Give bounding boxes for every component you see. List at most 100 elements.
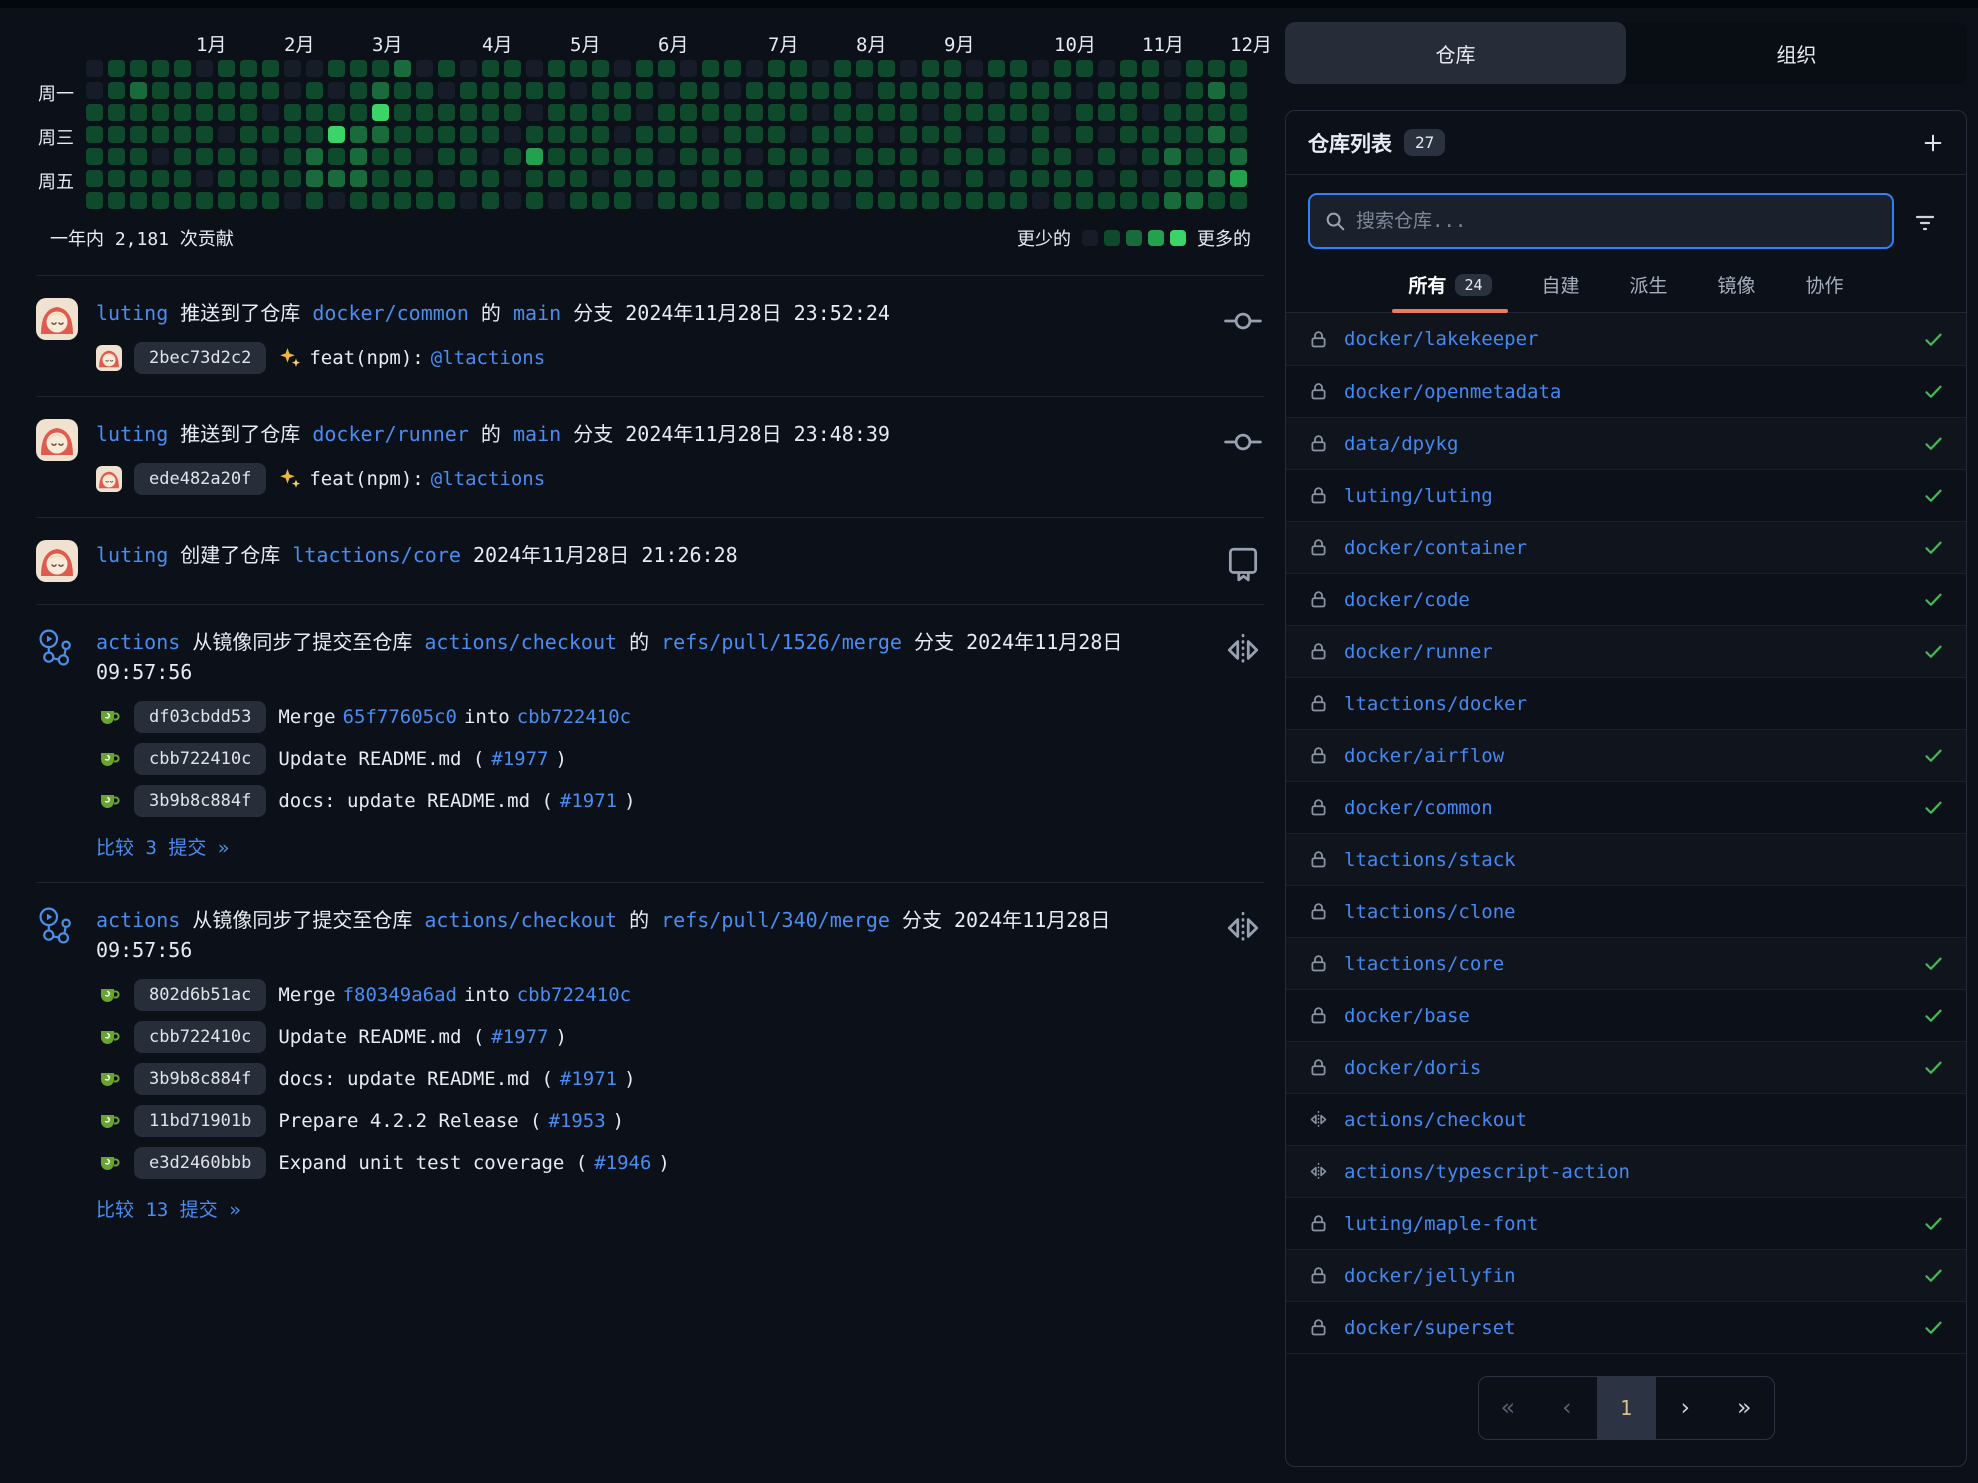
filter-tab[interactable]: 自建 <box>1542 271 1580 312</box>
repo-row[interactable]: ltactions/docker <box>1286 677 1966 729</box>
add-repo-button[interactable] <box>1922 132 1944 154</box>
header-link[interactable]: luting <box>96 543 169 567</box>
header-link[interactable]: main <box>512 422 562 446</box>
repo-link[interactable]: docker/openmetadata <box>1344 380 1562 403</box>
repo-link[interactable]: docker/code <box>1344 588 1470 611</box>
commit-msg-link[interactable]: #1953 <box>548 1110 606 1132</box>
commit-hash[interactable]: 3b9b8c884f <box>134 785 267 817</box>
commit-hash[interactable]: 3b9b8c884f <box>134 1063 267 1095</box>
repo-row[interactable]: docker/container <box>1286 521 1966 573</box>
repo-row[interactable]: docker/airflow <box>1286 729 1966 781</box>
repo-link[interactable]: ltactions/docker <box>1344 692 1528 715</box>
commit-hash[interactable]: cbb722410c <box>134 743 267 775</box>
header-link[interactable]: actions/checkout <box>424 908 618 932</box>
commit-msg-link[interactable]: #1977 <box>491 748 549 770</box>
commit-msg-link[interactable]: cbb722410c <box>516 706 632 728</box>
repo-link[interactable]: docker/base <box>1344 1004 1470 1027</box>
commit-msg-link[interactable]: @ltactions <box>430 468 546 490</box>
repo-link[interactable]: docker/jellyfin <box>1344 1264 1516 1287</box>
repo-link[interactable]: actions/typescript-action <box>1344 1160 1630 1183</box>
commit-msg-link[interactable]: #1971 <box>559 790 618 812</box>
repo-link[interactable]: docker/runner <box>1344 640 1493 663</box>
header-link[interactable]: luting <box>96 301 169 325</box>
heatmap-cell <box>592 192 609 209</box>
repo-link[interactable]: luting/luting <box>1344 484 1493 507</box>
repo-row[interactable]: docker/lakekeeper <box>1286 313 1966 365</box>
repo-link[interactable]: docker/common <box>1344 796 1493 819</box>
compare-commits-link[interactable]: 比较 13 提交 » <box>96 1199 241 1221</box>
repo-filter-button[interactable] <box>1902 209 1948 233</box>
filter-tab-label: 派生 <box>1629 275 1668 297</box>
repo-row[interactable]: ltactions/stack <box>1286 833 1966 885</box>
filter-tab[interactable]: 派生 <box>1630 271 1668 312</box>
last-page-button[interactable]: » <box>1737 1395 1751 1421</box>
header-link[interactable]: docker/runner <box>312 422 469 446</box>
repo-link[interactable]: ltactions/stack <box>1344 848 1516 871</box>
repo-link[interactable]: docker/superset <box>1344 1316 1516 1339</box>
repo-row[interactable]: docker/openmetadata <box>1286 365 1966 417</box>
repo-row[interactable]: docker/base <box>1286 989 1966 1041</box>
sidebar-tab-orgs[interactable]: 组织 <box>1776 42 1817 67</box>
repo-row[interactable]: docker/doris <box>1286 1041 1966 1093</box>
heatmap-cell <box>1010 126 1027 143</box>
filter-tab[interactable]: 所有 24 <box>1392 271 1508 313</box>
repo-row[interactable]: docker/code <box>1286 573 1966 625</box>
header-link[interactable]: actions/checkout <box>424 630 618 654</box>
heatmap-cell <box>152 104 169 121</box>
current-page[interactable]: 1 <box>1596 1377 1656 1439</box>
repo-row[interactable]: actions/typescript-action <box>1286 1145 1966 1197</box>
commit-msg-link[interactable]: #1971 <box>559 1068 618 1090</box>
commit-msg-link[interactable]: #1946 <box>594 1152 652 1174</box>
commit-msg-link[interactable]: cbb722410c <box>516 984 632 1006</box>
commit-hash[interactable]: 802d6b51ac <box>134 979 267 1011</box>
header-link[interactable]: refs/pull/1526/merge <box>661 630 902 654</box>
repo-row[interactable]: docker/runner <box>1286 625 1966 677</box>
repo-row[interactable]: data/dpykg <box>1286 417 1966 469</box>
repo-link[interactable]: luting/maple-font <box>1344 1212 1539 1235</box>
header-link[interactable]: actions <box>96 630 181 654</box>
filter-tab[interactable]: 镜像 <box>1718 271 1756 312</box>
repo-link[interactable]: data/dpykg <box>1344 432 1459 455</box>
commit-msg-link[interactable]: f80349a6ad <box>342 984 457 1006</box>
repo-row[interactable]: docker/jellyfin <box>1286 1249 1966 1301</box>
next-page-button[interactable]: › <box>1678 1395 1692 1421</box>
repo-row[interactable]: luting/luting <box>1286 469 1966 521</box>
commit-msg-link[interactable]: 65f77605c0 <box>342 706 457 728</box>
repo-link[interactable]: docker/container <box>1344 536 1528 559</box>
repo-link[interactable]: docker/doris <box>1344 1056 1482 1079</box>
repo-search-box <box>1308 193 1894 249</box>
header-link[interactable]: ltactions/core <box>292 543 461 567</box>
repo-row[interactable]: docker/superset <box>1286 1301 1966 1353</box>
header-link[interactable]: docker/common <box>312 301 469 325</box>
header-link[interactable]: main <box>512 301 562 325</box>
repo-row[interactable]: ltactions/clone <box>1286 885 1966 937</box>
repo-search-input[interactable] <box>1356 210 1878 232</box>
repo-link[interactable]: ltactions/core <box>1344 952 1505 975</box>
header-link[interactable]: luting <box>96 422 169 446</box>
repo-link[interactable]: ltactions/clone <box>1344 900 1516 923</box>
repo-link[interactable]: docker/lakekeeper <box>1344 328 1539 350</box>
repo-link[interactable]: actions/checkout <box>1344 1108 1528 1131</box>
prev-page-button[interactable]: ‹ <box>1560 1395 1574 1421</box>
heatmap-cell <box>240 148 257 165</box>
first-page-button[interactable]: « <box>1501 1395 1515 1421</box>
filter-tab[interactable]: 协作 <box>1806 271 1844 312</box>
commit-hash[interactable]: 2bec73d2c2 <box>134 342 267 374</box>
header-link[interactable]: actions <box>96 908 181 932</box>
heatmap-cell <box>460 170 477 187</box>
commit-msg-link[interactable]: #1977 <box>491 1026 549 1048</box>
commit-hash[interactable]: ede482a20f <box>134 463 267 495</box>
commit-hash[interactable]: df03cbdd53 <box>134 701 267 733</box>
repo-row[interactable]: luting/maple-font <box>1286 1197 1966 1249</box>
header-link[interactable]: refs/pull/340/merge <box>661 908 890 932</box>
sidebar-tab-repos[interactable]: 仓库 <box>1285 22 1626 84</box>
repo-row[interactable]: docker/common <box>1286 781 1966 833</box>
repo-row[interactable]: actions/checkout <box>1286 1093 1966 1145</box>
commit-hash[interactable]: cbb722410c <box>134 1021 267 1053</box>
repo-link[interactable]: docker/airflow <box>1344 744 1505 767</box>
repo-row[interactable]: ltactions/core <box>1286 937 1966 989</box>
commit-hash[interactable]: e3d2460bbb <box>134 1147 267 1179</box>
compare-commits-link[interactable]: 比较 3 提交 » <box>96 837 230 859</box>
commit-hash[interactable]: 11bd71901b <box>134 1105 267 1137</box>
commit-msg-link[interactable]: @ltactions <box>430 347 546 369</box>
